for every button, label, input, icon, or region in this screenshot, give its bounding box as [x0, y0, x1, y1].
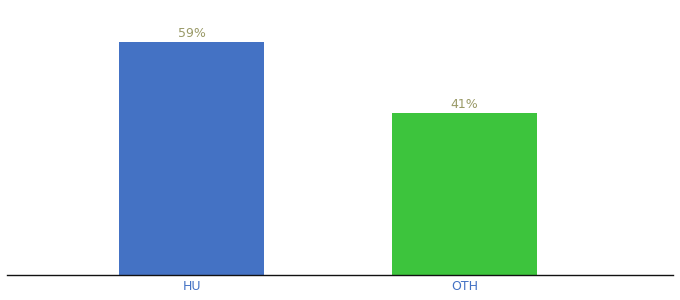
Bar [392, 113, 537, 274]
Text: 41%: 41% [451, 98, 478, 111]
Text: 59%: 59% [177, 27, 205, 40]
Bar [119, 42, 264, 274]
